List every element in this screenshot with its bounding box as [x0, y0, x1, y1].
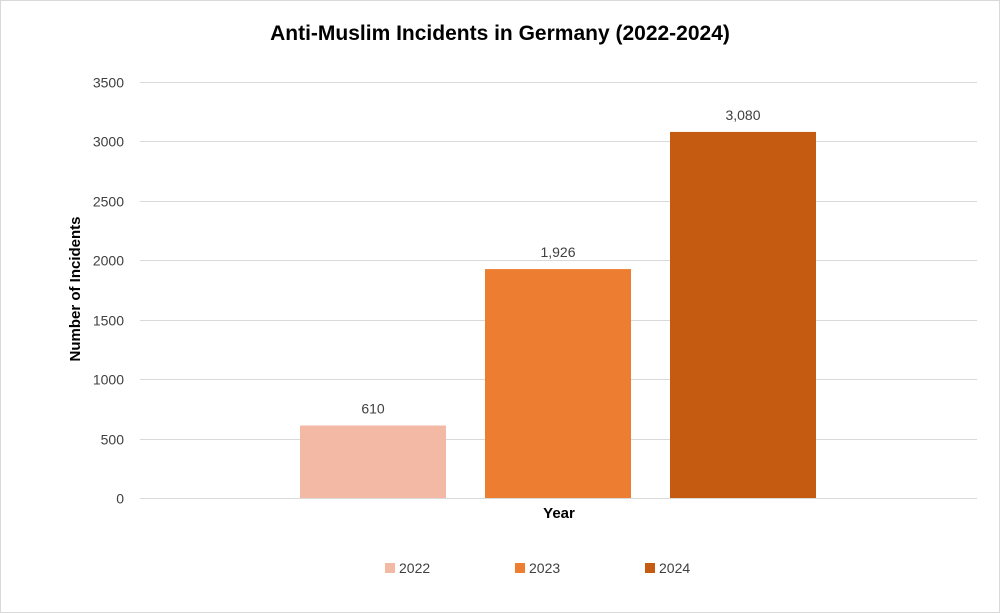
y-tick-label: 2000 — [93, 253, 124, 269]
y-tick-label: 1500 — [93, 313, 124, 329]
x-axis-label: Year — [543, 505, 575, 522]
legend-label-2022: 2022 — [399, 560, 430, 576]
y-tick-label: 0 — [116, 491, 124, 507]
bars — [300, 131, 816, 499]
legend-swatch-2023 — [515, 563, 525, 573]
gridlines — [140, 82, 977, 499]
y-tick-label: 500 — [101, 432, 125, 448]
data-label-2023: 1,926 — [540, 244, 575, 260]
y-axis-ticks: 0 500 1000 1500 2000 2500 3000 3500 — [93, 75, 124, 507]
chart-title: Anti-Muslim Incidents in Germany (2022-2… — [270, 22, 730, 45]
y-tick-label: 2500 — [93, 194, 124, 210]
y-tick-label: 1000 — [93, 372, 124, 388]
legend-swatch-2024 — [645, 563, 655, 573]
data-label-2024: 3,080 — [725, 107, 760, 123]
legend-swatch-2022 — [385, 563, 395, 573]
legend-label-2024: 2024 — [659, 560, 690, 576]
legend-label-2023: 2023 — [529, 560, 560, 576]
data-labels: 610 1,926 3,080 — [361, 107, 760, 417]
bar-2023 — [485, 269, 631, 498]
y-axis-label: Number of Incidents — [67, 216, 84, 361]
data-label-2022: 610 — [361, 400, 385, 416]
y-tick-label: 3000 — [93, 134, 124, 150]
legend: 2022 2023 2024 — [385, 560, 690, 576]
bar-2024 — [670, 131, 816, 499]
bar-2022 — [300, 425, 446, 498]
y-tick-label: 3500 — [93, 75, 124, 91]
